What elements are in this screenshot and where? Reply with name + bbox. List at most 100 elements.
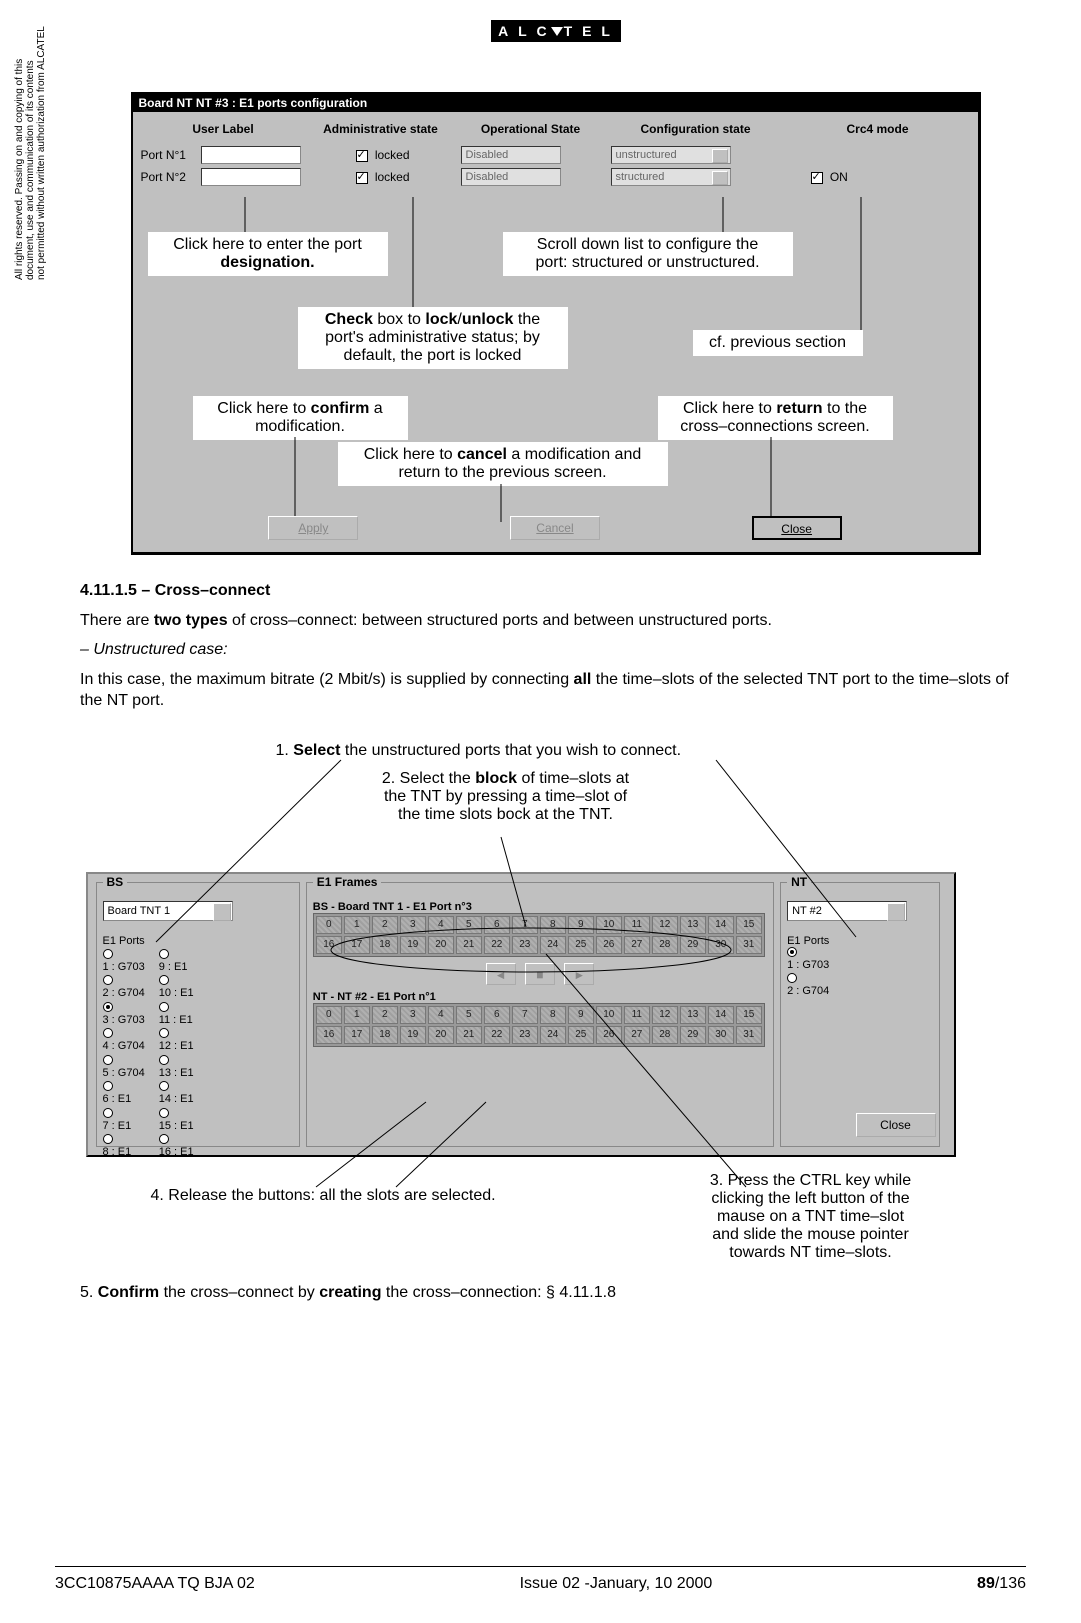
port-radio-item[interactable]: 15 : E1 [159,1108,194,1135]
timeslot-cell[interactable]: 2 [372,1006,398,1024]
timeslot-cell[interactable]: 30 [708,1026,734,1044]
conf-state-dropdown[interactable]: structured [611,168,731,186]
timeslot-cell[interactable]: 15 [736,1006,762,1024]
timeslot-cell[interactable]: 8 [540,1006,566,1024]
lock-checkbox[interactable] [356,172,368,184]
close-button[interactable]: Close [856,1113,936,1137]
arrow-left-icon[interactable]: ◄ [486,963,516,985]
port-radio-item[interactable]: 4 : G704 [103,1028,145,1055]
timeslot-cell[interactable]: 25 [568,936,594,954]
port-radio-item[interactable]: 14 : E1 [159,1081,194,1108]
timeslot-cell[interactable]: 22 [484,936,510,954]
arrow-stop-icon[interactable]: ■ [525,963,555,985]
nt-timeslot-grid[interactable]: 0123456789101112131415161718192021222324… [313,1003,765,1047]
timeslot-cell[interactable]: 8 [540,916,566,934]
timeslot-cell[interactable]: 23 [512,936,538,954]
timeslot-cell[interactable]: 13 [680,916,706,934]
port-radio-item[interactable]: 2 : G704 [787,973,932,1000]
timeslot-cell[interactable]: 11 [624,1006,650,1024]
port-radio-item[interactable]: 2 : G704 [103,975,145,1002]
arrow-right-icon[interactable]: ► [564,963,594,985]
port-radio-item[interactable]: 5 : G704 [103,1055,145,1082]
cancel-button[interactable]: Cancel [510,516,600,540]
timeslot-cell[interactable]: 16 [316,1026,342,1044]
port-radio-item[interactable]: 11 : E1 [159,1002,194,1029]
port-radio-item[interactable]: 12 : E1 [159,1028,194,1055]
timeslot-cell[interactable]: 6 [484,1006,510,1024]
port-radio-item[interactable]: 7 : E1 [103,1108,145,1135]
port-radio-item[interactable]: 8 : E1 [103,1134,145,1161]
timeslot-cell[interactable]: 28 [652,936,678,954]
timeslot-cell[interactable]: 10 [596,1006,622,1024]
port-radio-item[interactable]: 6 : E1 [103,1081,145,1108]
nt-dropdown[interactable]: NT #2 [787,901,907,921]
timeslot-cell[interactable]: 30 [708,936,734,954]
bs-timeslot-grid[interactable]: 0123456789101112131415161718192021222324… [313,913,765,957]
timeslot-cell[interactable]: 28 [652,1026,678,1044]
port-radio-item[interactable]: 1 : G703 [787,947,932,974]
bs-board-dropdown[interactable]: Board TNT 1 [103,901,233,921]
apply-button[interactable]: Apply [268,516,358,540]
timeslot-cell[interactable]: 26 [596,1026,622,1044]
port-radio-item[interactable]: 10 : E1 [159,975,194,1002]
port-radio-item[interactable]: 16 : E1 [159,1134,194,1161]
timeslot-cell[interactable]: 11 [624,916,650,934]
port-radio-item[interactable]: 3 : G703 [103,1002,145,1029]
timeslot-cell[interactable]: 12 [652,916,678,934]
crc-checkbox[interactable] [811,172,823,184]
timeslot-cell[interactable]: 7 [512,916,538,934]
timeslot-cell[interactable]: 23 [512,1026,538,1044]
timeslot-cell[interactable]: 20 [428,936,454,954]
timeslot-cell[interactable]: 17 [344,936,370,954]
conf-state-dropdown[interactable]: unstructured [611,146,731,164]
timeslot-cell[interactable]: 18 [372,936,398,954]
timeslot-cell[interactable]: 1 [344,1006,370,1024]
timeslot-cell[interactable]: 31 [736,1026,762,1044]
timeslot-cell[interactable]: 6 [484,916,510,934]
close-button[interactable]: Close [752,516,842,540]
port-radio-item[interactable]: 9 : E1 [159,949,194,976]
timeslot-cell[interactable]: 1 [344,916,370,934]
timeslot-cell[interactable]: 17 [344,1026,370,1044]
timeslot-cell[interactable]: 18 [372,1026,398,1044]
timeslot-cell[interactable]: 0 [316,916,342,934]
lock-checkbox[interactable] [356,150,368,162]
port-radio-item[interactable]: 13 : E1 [159,1055,194,1082]
timeslot-cell[interactable]: 5 [456,1006,482,1024]
timeslot-cell[interactable]: 12 [652,1006,678,1024]
timeslot-cell[interactable]: 24 [540,936,566,954]
timeslot-cell[interactable]: 10 [596,916,622,934]
timeslot-cell[interactable]: 19 [400,936,426,954]
timeslot-cell[interactable]: 20 [428,1026,454,1044]
timeslot-cell[interactable]: 9 [568,916,594,934]
timeslot-cell[interactable]: 21 [456,1026,482,1044]
timeslot-cell[interactable]: 22 [484,1026,510,1044]
timeslot-cell[interactable]: 25 [568,1026,594,1044]
timeslot-cell[interactable]: 26 [596,936,622,954]
timeslot-cell[interactable]: 2 [372,916,398,934]
timeslot-cell[interactable]: 14 [708,1006,734,1024]
timeslot-cell[interactable]: 31 [736,936,762,954]
timeslot-cell[interactable]: 13 [680,1006,706,1024]
timeslot-cell[interactable]: 15 [736,916,762,934]
timeslot-cell[interactable]: 16 [316,936,342,954]
timeslot-cell[interactable]: 7 [512,1006,538,1024]
timeslot-cell[interactable]: 29 [680,936,706,954]
port-radio-item[interactable]: 1 : G703 [103,949,145,976]
timeslot-cell[interactable]: 4 [428,916,454,934]
timeslot-cell[interactable]: 21 [456,936,482,954]
port-designation-input[interactable] [201,168,301,186]
timeslot-cell[interactable]: 4 [428,1006,454,1024]
timeslot-cell[interactable]: 19 [400,1026,426,1044]
port-designation-input[interactable] [201,146,301,164]
timeslot-cell[interactable]: 14 [708,916,734,934]
timeslot-cell[interactable]: 5 [456,916,482,934]
timeslot-cell[interactable]: 27 [624,936,650,954]
timeslot-cell[interactable]: 3 [400,1006,426,1024]
timeslot-cell[interactable]: 24 [540,1026,566,1044]
timeslot-cell[interactable]: 9 [568,1006,594,1024]
timeslot-cell[interactable]: 27 [624,1026,650,1044]
timeslot-cell[interactable]: 0 [316,1006,342,1024]
timeslot-cell[interactable]: 29 [680,1026,706,1044]
timeslot-cell[interactable]: 3 [400,916,426,934]
